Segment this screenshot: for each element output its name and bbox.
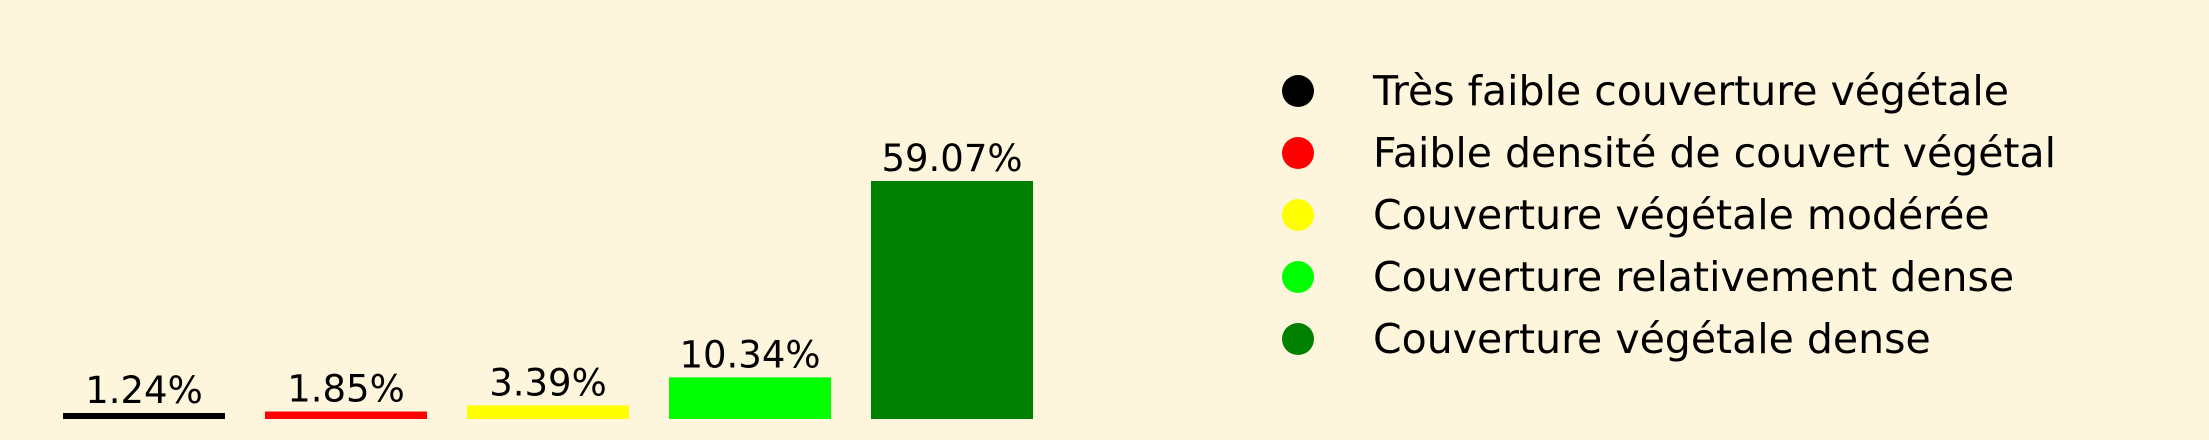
legend-label-4: Couverture relativement dense bbox=[1373, 253, 2014, 301]
bar-value-label-4: 10.34% bbox=[679, 333, 820, 376]
bar-2 bbox=[265, 411, 427, 419]
legend-label-1: Très faible couverture végétale bbox=[1372, 67, 2009, 115]
bar-value-label-5: 59.07% bbox=[881, 137, 1022, 180]
bar-1 bbox=[63, 413, 225, 419]
legend-marker-4 bbox=[1282, 261, 1314, 293]
legend-marker-5 bbox=[1282, 323, 1314, 355]
legend-marker-3 bbox=[1282, 199, 1314, 231]
legend-label-3: Couverture végétale modérée bbox=[1373, 191, 1990, 239]
bar-value-label-1: 1.24% bbox=[85, 369, 203, 412]
legend-marker-1 bbox=[1282, 75, 1314, 107]
legend-marker-2 bbox=[1282, 137, 1314, 169]
legend-label-2: Faible densité de couvert végétal bbox=[1373, 129, 2056, 177]
bar-4 bbox=[669, 377, 831, 419]
legend-label-5: Couverture végétale dense bbox=[1373, 315, 1931, 363]
bar-value-label-3: 3.39% bbox=[489, 361, 607, 404]
bars-layer: 1.24% 1.85% 3.39% 10.34% 59.07% bbox=[63, 137, 1033, 419]
bar-5 bbox=[871, 181, 1033, 419]
bar-3 bbox=[467, 405, 629, 419]
bar-value-label-2: 1.85% bbox=[287, 368, 405, 411]
legend: Très faible couverture végétale Faible de… bbox=[1282, 67, 2056, 363]
